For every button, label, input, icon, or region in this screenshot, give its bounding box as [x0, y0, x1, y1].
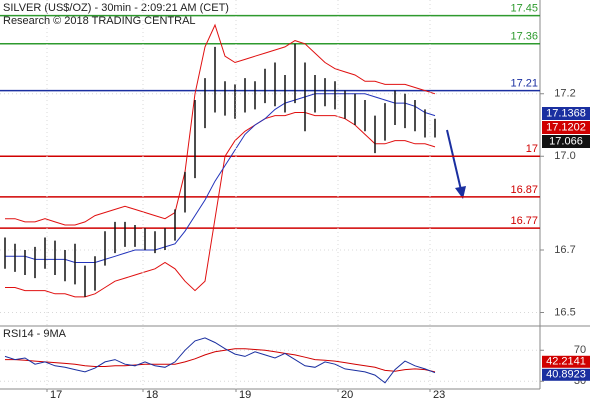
- level-label: 16.77: [510, 215, 538, 227]
- x-tick-label: 17: [50, 389, 62, 400]
- x-tick-label: 20: [341, 389, 353, 400]
- panel-title: RSI14 - 9MA: [3, 328, 67, 340]
- moving-average: [5, 93, 436, 263]
- subtitle: Research © 2018 TRADING CENTRAL: [3, 15, 196, 27]
- title: SILVER (US$/OZ) - 30min - 2:09:21 AM (CE…: [3, 2, 229, 14]
- value-tag: [542, 355, 590, 368]
- level-label: 17.21: [510, 78, 538, 90]
- price-tag: [542, 121, 590, 134]
- rsi-ma: [5, 348, 436, 373]
- rsi-line: [4, 337, 436, 384]
- y-tick-label: 16.7: [554, 244, 575, 256]
- price-tag: [542, 135, 590, 148]
- forecast-arrow: [446, 129, 462, 191]
- y-tick-label: 70: [574, 344, 586, 356]
- x-tick-label: 19: [239, 389, 251, 400]
- level-label: 17: [526, 143, 538, 155]
- level-label: 17.36: [510, 31, 538, 43]
- value-tag-label: 40.8923: [546, 369, 586, 381]
- level-label: 16.87: [510, 184, 538, 196]
- price-tag: [542, 107, 590, 120]
- upper-band: [5, 23, 436, 226]
- forecast-arrow-head: [455, 186, 466, 199]
- y-tick-label: 17.0: [554, 150, 575, 162]
- level-label: 17.45: [510, 3, 538, 15]
- x-tick-label: 18: [146, 389, 158, 400]
- price-tag-label: 17.1368: [546, 107, 586, 119]
- value-tag: [542, 368, 590, 381]
- y-tick-label: 17.2: [554, 88, 575, 100]
- lower-band: [5, 112, 436, 298]
- y-tick-label: 16.5: [554, 306, 575, 318]
- price-tag-label: 17.1202: [546, 121, 586, 133]
- value-tag-label: 42.2141: [546, 356, 586, 368]
- price-tag-label: 17.066: [549, 135, 583, 147]
- x-tick-label: 23: [433, 389, 445, 400]
